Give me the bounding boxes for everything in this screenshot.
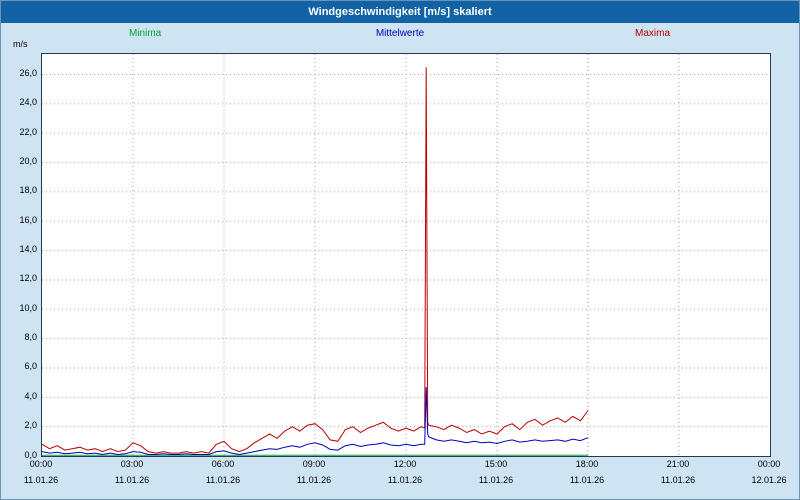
y-tick-label: 20,0 [19, 156, 37, 167]
plot-area [41, 53, 771, 457]
y-tick-label: 4,0 [24, 390, 37, 401]
x-tick-time-label: 18:00 [575, 459, 599, 469]
x-tick-time-label: 21:00 [666, 459, 690, 469]
x-tick-time-label: 15:00 [484, 459, 508, 469]
y-axis-unit-label: m/s [13, 39, 28, 49]
x-tick-date-label: 11.01.26 [114, 475, 150, 485]
y-tick-label: 14,0 [19, 244, 37, 255]
x-tick-time-label: 00:00 [29, 459, 53, 469]
chart-legend: Minima Mittelwerte Maxima [1, 28, 799, 42]
x-tick-date-label: 12.01.26 [751, 475, 787, 485]
legend-label-maxima: Maxima [635, 28, 671, 39]
y-tick-label: 6,0 [24, 361, 37, 372]
x-tick-date-label: 11.01.26 [387, 475, 423, 485]
x-tick-date-label: 11.01.26 [478, 475, 514, 485]
y-tick-label: 18,0 [19, 185, 37, 196]
y-tick-label: 12,0 [19, 273, 37, 284]
legend-label-minima: Minima [129, 28, 162, 39]
x-tick-time-label: 09:00 [302, 459, 326, 469]
y-tick-label: 2,0 [24, 420, 37, 431]
y-tick-label: 22,0 [19, 126, 37, 137]
x-tick-date-label: 11.01.26 [660, 475, 696, 485]
x-tick-date-label: 11.01.26 [205, 475, 241, 485]
x-tick-date-label: 11.01.26 [569, 475, 605, 485]
x-tick-time-label: 12:00 [393, 459, 417, 469]
y-tick-label: 26,0 [19, 68, 37, 79]
series-line-mittelwerte [42, 386, 589, 456]
window-titlebar: Windgeschwindigkeit [m/s] skaliert [1, 1, 799, 23]
y-tick-label: 16,0 [19, 214, 37, 225]
window-title: Windgeschwindigkeit [m/s] skaliert [308, 6, 492, 18]
legend-label-mittelwerte: Mittelwerte [375, 28, 425, 39]
series-line-maxima [42, 67, 589, 454]
y-tick-label: 8,0 [24, 332, 37, 343]
x-tick-date-label: 11.01.26 [23, 475, 59, 485]
x-tick-time-label: 03:00 [120, 459, 144, 469]
x-tick-time-label: 00:00 [757, 459, 781, 469]
x-tick-time-label: 06:00 [211, 459, 235, 469]
x-tick-date-label: 11.01.26 [296, 475, 332, 485]
y-tick-label: 24,0 [19, 97, 37, 108]
y-tick-label: 10,0 [19, 302, 37, 313]
y-tick-label: 0,0 [24, 449, 37, 460]
